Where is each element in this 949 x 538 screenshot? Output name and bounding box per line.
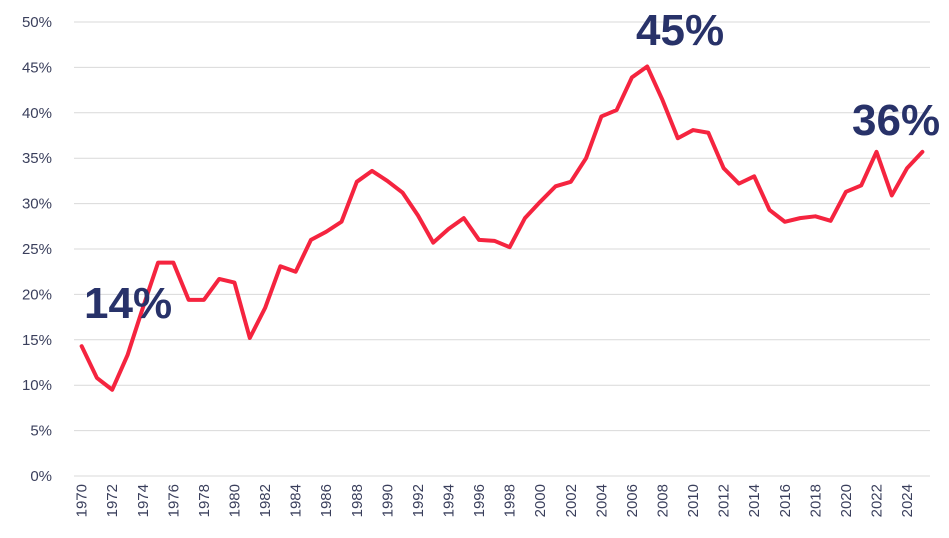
y-tick-label: 10% <box>22 377 52 394</box>
y-tick-label: 50% <box>22 14 52 31</box>
x-tick-label: 1986 <box>318 484 335 517</box>
x-tick-label: 1970 <box>74 484 91 517</box>
x-tick-label: 1982 <box>257 484 274 517</box>
x-tick-label: 2000 <box>532 484 549 517</box>
x-tick-label: 2002 <box>563 484 580 517</box>
annotation: 45% <box>636 6 724 55</box>
x-tick-label: 1974 <box>135 484 152 517</box>
x-tick-label: 1988 <box>349 484 366 517</box>
x-tick-label: 1972 <box>104 484 121 517</box>
x-tick-label: 2024 <box>899 484 916 517</box>
y-tick-label: 15% <box>22 332 52 349</box>
y-tick-label: 40% <box>22 105 52 122</box>
x-tick-label: 1990 <box>379 484 396 517</box>
x-tick-label: 2018 <box>807 484 824 517</box>
annotation: 14% <box>84 279 172 328</box>
y-tick-label: 45% <box>22 59 52 76</box>
x-tick-label: 1992 <box>410 484 427 517</box>
x-tick-label: 1998 <box>502 484 519 517</box>
x-tick-label: 2008 <box>655 484 672 517</box>
x-tick-label: 1984 <box>288 484 305 517</box>
x-tick-label: 1978 <box>196 484 213 517</box>
x-tick-label: 2016 <box>777 484 794 517</box>
x-tick-label: 2022 <box>869 484 886 517</box>
y-tick-label: 25% <box>22 241 52 258</box>
y-tick-label: 0% <box>30 468 52 485</box>
plot <box>79 64 925 392</box>
x-tick-label: 2014 <box>746 484 763 517</box>
x-tick-label: 1976 <box>165 484 182 517</box>
x-tick-label: 1994 <box>441 484 458 517</box>
y-tick-label: 20% <box>22 286 52 303</box>
annotation: 36% <box>852 96 940 145</box>
y-tick-label: 35% <box>22 150 52 167</box>
x-tick-label: 2006 <box>624 484 641 517</box>
x-tick-label: 1996 <box>471 484 488 517</box>
x-tick-label: 2012 <box>716 484 733 517</box>
x-tick-label: 2004 <box>593 484 610 517</box>
x-tick-label: 2020 <box>838 484 855 517</box>
line <box>79 64 925 392</box>
y-tick-label: 5% <box>30 423 52 440</box>
y-tick-label: 30% <box>22 196 52 213</box>
x-tick-label: 2010 <box>685 484 702 517</box>
grid: 0% 5% 10% 15% 20% 25% 30% 35% 40% 45% 50% 1970 1972 1… <box>22 14 930 517</box>
x-tick-label: 1980 <box>227 484 244 517</box>
